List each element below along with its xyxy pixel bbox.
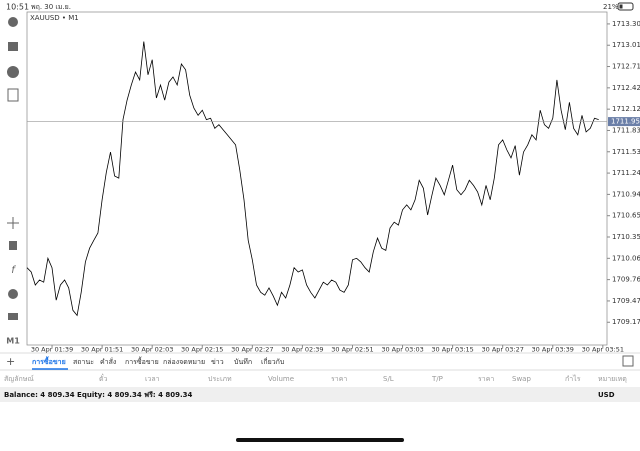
y-tick-label: 1709.470 xyxy=(612,297,640,305)
x-tick-label: 30 Apr 02:27 xyxy=(231,346,273,354)
price-line xyxy=(26,41,599,317)
objects-icon[interactable] xyxy=(8,289,18,299)
home-indicator xyxy=(236,438,404,442)
column-header: ประเภท xyxy=(208,375,232,383)
y-tick-label: 1711.240 xyxy=(612,169,640,177)
y-tick-label: 1711.535 xyxy=(612,148,640,156)
period-icon[interactable]: M1 xyxy=(6,337,20,346)
column-header: S/L xyxy=(383,375,394,383)
x-tick-label: 30 Apr 01:51 xyxy=(81,346,123,354)
y-tick-label: 1712.715 xyxy=(612,63,640,71)
y-tick-label: 1710.945 xyxy=(612,190,640,198)
tab[interactable]: การซื้อขาย xyxy=(32,355,66,366)
current-price-box xyxy=(608,117,640,127)
y-tick-label: 1711.830 xyxy=(612,126,640,134)
chart-frame xyxy=(26,11,608,346)
y-tick-label: 1712.125 xyxy=(612,105,640,113)
x-tick-label: 30 Apr 03:15 xyxy=(431,346,473,354)
currency: USD xyxy=(598,391,615,399)
tab[interactable]: คำสั่ง xyxy=(100,357,116,366)
y-tick-label: 1712.420 xyxy=(612,84,640,92)
x-tick-label: 30 Apr 03:51 xyxy=(582,346,624,354)
column-header: T/P xyxy=(431,375,443,383)
x-tick-label: 30 Apr 01:39 xyxy=(31,346,73,354)
battery-icon xyxy=(617,2,634,11)
x-tick-label: 30 Apr 02:15 xyxy=(181,346,223,354)
y-tick-label: 1713.010 xyxy=(612,41,640,49)
column-header: หมายเหตุ xyxy=(598,375,627,383)
x-tick-label: 30 Apr 03:27 xyxy=(481,346,523,354)
y-tick-label: 1710.355 xyxy=(612,233,640,241)
indicator-icon[interactable] xyxy=(9,241,17,250)
column-header: ราคา xyxy=(478,375,494,383)
tab[interactable]: บันทึก xyxy=(234,357,252,366)
x-tick-label: 30 Apr 03:03 xyxy=(381,346,423,354)
column-header: ตั๋ว xyxy=(99,374,108,383)
add-button[interactable]: + xyxy=(6,355,15,368)
x-tick-label: 30 Apr 02:51 xyxy=(331,346,373,354)
trade-icon[interactable] xyxy=(8,42,18,51)
tab[interactable]: การซื้อขาย xyxy=(125,355,159,366)
balance-bar xyxy=(0,387,640,402)
x-tick-label: 30 Apr 02:03 xyxy=(131,346,173,354)
crosshair-icon[interactable] xyxy=(7,217,19,229)
template-icon[interactable] xyxy=(8,313,18,320)
y-tick-label: 1710.650 xyxy=(612,212,640,220)
date: พฤ. 30 เม.ย. xyxy=(31,3,71,11)
battery-text: 21% xyxy=(603,3,619,11)
y-tick-label: 1710.060 xyxy=(612,254,640,262)
clock: 10:51 xyxy=(6,3,29,12)
tab[interactable]: ข่าว xyxy=(211,358,224,366)
function-icon[interactable]: f xyxy=(11,265,16,276)
left-toolbar: f M1 xyxy=(6,17,20,346)
tab[interactable]: สถานะ xyxy=(73,358,94,366)
chart-title: XAUUSD • M1 xyxy=(30,14,79,22)
balance-summary: Balance: 4 809.34 Equity: 4 809.34 ฟรี: … xyxy=(4,391,193,399)
y-tick-label: 1713.305 xyxy=(612,20,640,28)
column-header: กำไร xyxy=(565,374,581,383)
x-tick-label: 30 Apr 02:39 xyxy=(281,346,323,354)
column-header: Volume xyxy=(268,375,294,383)
column-header: สัญลักษณ์ xyxy=(4,375,34,383)
y-tick-label: 1709.175 xyxy=(612,318,640,326)
x-tick-label: 30 Apr 03:39 xyxy=(532,346,574,354)
y-tick-label: 1709.765 xyxy=(612,276,640,284)
tab[interactable]: เกี่ยวกับ xyxy=(261,357,284,366)
tab[interactable]: กล่องจดหมาย xyxy=(163,358,205,366)
new-icon[interactable] xyxy=(7,88,19,102)
column-header: เวลา xyxy=(145,375,160,383)
battery-level xyxy=(619,4,623,9)
current-price-label: 1711.953 xyxy=(611,118,640,126)
column-header: ราคา xyxy=(331,375,347,383)
chat-icon[interactable] xyxy=(7,66,19,78)
account-icon[interactable] xyxy=(8,17,18,27)
layout-icon[interactable] xyxy=(622,355,634,367)
column-header: Swap xyxy=(512,375,531,383)
